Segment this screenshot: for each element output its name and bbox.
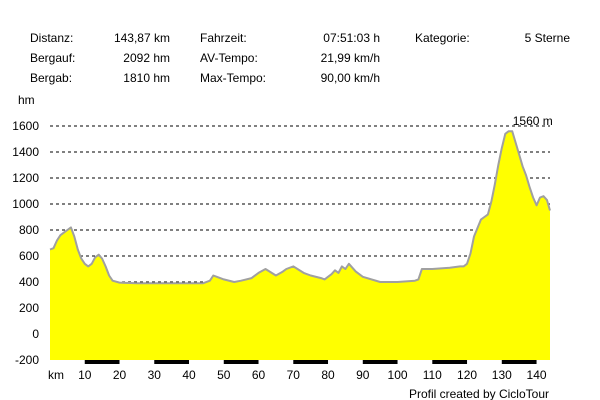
y-tick-label: 1400 (12, 145, 39, 159)
x-scale-bar-segment (223, 360, 259, 364)
x-tick-label: 140 (527, 368, 547, 382)
x-tick-label: 60 (252, 368, 266, 382)
descent-label: Bergab: (30, 71, 73, 85)
x-tick-label: 70 (287, 368, 301, 382)
distance-label: Distanz: (30, 31, 74, 45)
x-tick-label: 40 (182, 368, 196, 382)
elevation-area (50, 131, 550, 360)
category-label: Kategorie: (415, 31, 470, 45)
y-tick-label: 1200 (12, 171, 39, 185)
y-tick-label: 1000 (12, 197, 39, 211)
credit-text: Profil created by CicloTour (409, 387, 549, 400)
x-tick-label: 10 (78, 368, 92, 382)
ascent-label: Bergauf: (30, 51, 76, 65)
x-tick-label: 110 (423, 368, 442, 382)
max-elevation-label: 1560 m (513, 114, 553, 128)
summary-stats: Distanz: 143,87 km Bergauf: 2092 hm Berg… (0, 0, 600, 90)
x-tick-label: 80 (321, 368, 335, 382)
x-tick-label: 90 (356, 368, 370, 382)
y-tick-label: 1600 (12, 119, 39, 133)
distance-value: 143,87 km (113, 31, 170, 45)
y-axis-label: hm (18, 93, 35, 107)
x-scale-bar-segment (432, 360, 468, 364)
time-value: 07:51:03 h (323, 31, 380, 45)
max-speed-label: Max-Tempo: (200, 71, 267, 85)
x-scale-bar-segment (154, 360, 190, 364)
avg-speed-label: AV-Tempo: (200, 51, 258, 65)
x-axis-label: km (48, 368, 64, 382)
y-tick-label: -200 (15, 353, 39, 367)
y-tick-label: 400 (19, 275, 39, 289)
y-tick-label: 0 (32, 327, 39, 341)
x-axis-ticks: 10 20 30 40 50 60 70 80 90 100 110 120 130 140 (78, 368, 547, 382)
y-tick-label: 200 (19, 301, 39, 315)
x-tick-label: 50 (217, 368, 231, 382)
y-tick-label: 600 (19, 249, 39, 263)
descent-value: 1810 hm (123, 71, 170, 85)
x-tick-label: 120 (457, 368, 477, 382)
x-tick-label: 130 (492, 368, 512, 382)
x-tick-label: 20 (113, 368, 127, 382)
x-scale-bar-segment (84, 360, 120, 364)
ascent-value: 2092 hm (123, 51, 170, 65)
x-tick-label: 100 (388, 368, 408, 382)
category-value: 5 Sterne (524, 31, 570, 45)
y-axis-ticks: -200 0 200 400 600 800 1000 1200 1400 1600 (12, 119, 39, 367)
max-speed-value: 90,00 km/h (320, 71, 380, 85)
y-tick-label: 800 (19, 223, 39, 237)
x-axis-scale-bar (50, 360, 550, 364)
avg-speed-value: 21,99 km/h (320, 51, 380, 65)
time-label: Fahrzeit: (200, 31, 247, 45)
x-tick-label: 30 (148, 368, 162, 382)
x-scale-bar-segment (501, 360, 537, 364)
x-scale-bar-segment (293, 360, 329, 364)
elevation-line (49, 130, 551, 285)
x-scale-bar-segment (362, 360, 398, 364)
